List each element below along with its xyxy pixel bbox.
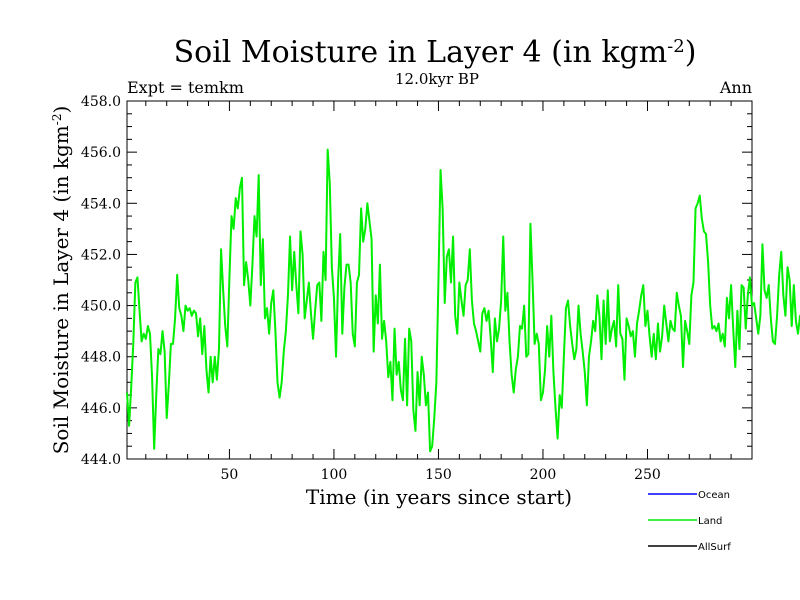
chart-title: Soil Moisture in Layer 4 (in kgm-2) xyxy=(174,35,697,70)
x-tick-label: 250 xyxy=(634,467,661,483)
legend: Ocean Land AllSurf xyxy=(648,490,731,553)
y-tick-label: 450.0 xyxy=(81,299,121,315)
legend-label-land: Land xyxy=(698,516,722,527)
y-tick-label: 448.0 xyxy=(81,350,121,366)
y-axis-label-exponent: -2 xyxy=(50,114,64,126)
chart-title-close: ) xyxy=(685,35,697,70)
y-axis-label-close: ) xyxy=(49,106,73,114)
x-tick-label: 150 xyxy=(425,467,452,483)
x-tick-label: 200 xyxy=(530,467,557,483)
y-axis-label: Soil Moisture in Layer 4 (in kgm-2) xyxy=(49,106,73,455)
y-axis-label-main: Soil Moisture in Layer 4 (in kgm xyxy=(49,125,73,454)
legend-label-ocean: Ocean xyxy=(698,490,730,501)
y-tick-label: 454.0 xyxy=(81,196,121,212)
x-axis-label: Time (in years since start) xyxy=(306,485,572,509)
season-label: Ann xyxy=(719,78,752,97)
y-tick-label: 452.0 xyxy=(81,247,121,263)
y-tick-label: 456.0 xyxy=(81,145,121,161)
chart-subtitle: 12.0kyr BP xyxy=(395,70,479,88)
x-tick-label: 50 xyxy=(221,467,239,483)
y-tick-label: 444.0 xyxy=(81,452,121,468)
chart-title-main: Soil Moisture in Layer 4 (in kgm xyxy=(174,35,668,70)
series-group xyxy=(126,148,800,453)
axis-tick-labels: 444.0 446.0 448.0 450.0 452.0 454.0 456.0 458.0… xyxy=(81,94,661,483)
y-tick-label: 458.0 xyxy=(81,94,121,110)
experiment-label: Expt = temkm xyxy=(127,78,244,97)
legend-label-allsurf: AllSurf xyxy=(698,542,731,553)
y-tick-label: 446.0 xyxy=(81,401,121,417)
chart-title-exponent: -2 xyxy=(667,36,685,57)
series-line-land xyxy=(126,148,800,453)
x-tick-label: 100 xyxy=(321,467,348,483)
